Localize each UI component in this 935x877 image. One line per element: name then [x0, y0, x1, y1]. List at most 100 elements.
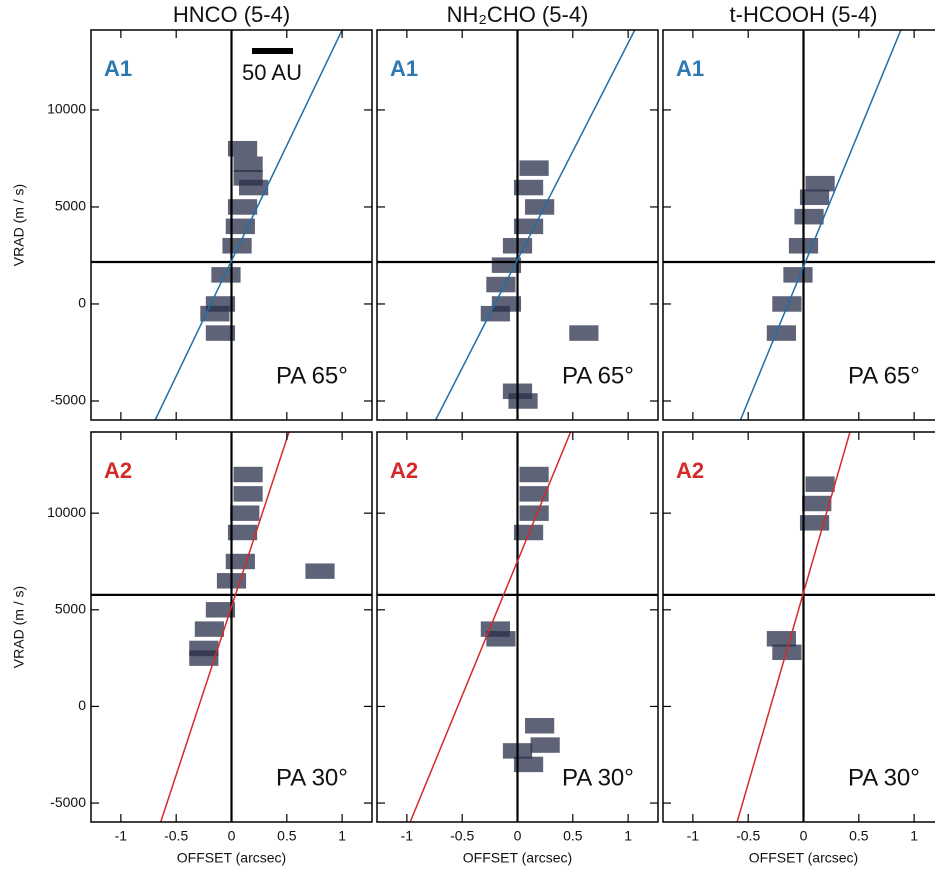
y-tick-label: 0: [78, 697, 86, 713]
emission: [519, 505, 549, 521]
fit-line: [154, 30, 343, 420]
emission: [189, 650, 219, 666]
position-angle: PA 30°: [848, 764, 920, 791]
panel-frame: [662, 29, 935, 421]
x-axis-label: OFFSET (arcsec): [177, 850, 286, 866]
emission: [525, 718, 555, 734]
y-tick-label: -5000: [50, 392, 86, 408]
panel-label: A1: [676, 56, 704, 81]
x-tick-label: 0.5: [277, 828, 297, 844]
emission: [486, 276, 516, 293]
emission: [205, 602, 236, 618]
panel: [91, 30, 372, 420]
panel-title: t-HCOOH (5-4): [730, 2, 878, 27]
scale-bar-label: 50 AU: [242, 60, 302, 85]
panel: [91, 432, 372, 822]
panel-label: A2: [390, 458, 418, 483]
emission: [525, 199, 555, 215]
emission: [305, 563, 335, 579]
panel: [663, 432, 935, 822]
panel-label: A1: [390, 56, 418, 81]
emission: [230, 505, 260, 521]
y-tick-label: 10000: [47, 101, 86, 117]
x-tick-label: 1: [910, 828, 918, 844]
position-angle: PA 65°: [562, 362, 634, 389]
x-tick-label: 0.5: [563, 828, 583, 844]
emission: [225, 553, 255, 570]
position-angle: PA 30°: [276, 764, 348, 791]
panel-frame: [90, 431, 373, 823]
position-angle: PA 30°: [562, 764, 634, 791]
x-tick-label: -0.5: [736, 828, 760, 844]
panel-frame: [376, 431, 659, 823]
position-angle: PA 65°: [848, 362, 920, 389]
emission: [569, 325, 599, 341]
panel: [663, 30, 935, 420]
y-tick-label: 5000: [55, 601, 86, 617]
x-tick-label: -1: [115, 828, 128, 844]
panel-frame: [90, 29, 373, 421]
x-tick-label: 0.5: [849, 828, 869, 844]
panel-label: A2: [104, 458, 132, 483]
x-tick-label: 1: [624, 828, 632, 844]
emission: [766, 325, 796, 341]
emission: [519, 466, 549, 483]
y-axis-label: VRAD (m / s): [11, 586, 27, 668]
emission: [513, 756, 544, 773]
x-tick-label: -1: [687, 828, 700, 844]
panel-label: A1: [104, 56, 132, 81]
emission: [802, 495, 832, 512]
y-tick-label: 0: [78, 295, 86, 311]
y-axis-label: VRAD (m / s): [11, 184, 27, 266]
position-angle: PA 65°: [276, 362, 348, 389]
fit-line: [739, 30, 902, 420]
panel-title: NH₂CHO (5-4): [447, 2, 589, 27]
emission: [799, 189, 830, 206]
emission: [794, 208, 824, 225]
panel-label: A2: [676, 458, 704, 483]
emission: [200, 305, 230, 322]
x-axis-label: OFFSET (arcsec): [749, 850, 858, 866]
emission: [233, 486, 263, 502]
emission: [783, 267, 813, 283]
y-tick-label: -5000: [50, 794, 86, 810]
emission: [227, 524, 258, 541]
fit-line: [434, 30, 636, 420]
x-tick-label: -0.5: [450, 828, 474, 844]
x-tick-label: -1: [401, 828, 414, 844]
emission: [508, 393, 538, 409]
panel: [377, 30, 658, 420]
emission: [519, 486, 549, 502]
x-tick-label: 0: [800, 828, 808, 844]
emission: [513, 179, 544, 196]
x-tick-label: 1: [338, 828, 346, 844]
x-tick-label: -0.5: [164, 828, 188, 844]
fit-line: [159, 432, 290, 822]
emission: [194, 621, 224, 637]
emission: [239, 179, 269, 196]
emission: [205, 325, 236, 341]
emission: [805, 476, 835, 492]
emission: [530, 737, 560, 753]
emission: [480, 305, 510, 322]
emission: [225, 218, 255, 235]
panel-frame: [662, 431, 935, 823]
emission: [772, 296, 802, 312]
scale-bar: [252, 48, 293, 54]
fit-line: [736, 432, 851, 822]
fit-line: [409, 432, 572, 822]
emission: [486, 631, 516, 647]
emission: [227, 140, 258, 157]
emission: [222, 238, 252, 254]
x-tick-label: 0: [228, 828, 236, 844]
panel-frame: [376, 29, 659, 421]
panel-title: HNCO (5-4): [173, 2, 290, 27]
emission: [519, 160, 549, 176]
panel: [377, 432, 658, 822]
emission: [805, 175, 835, 192]
y-tick-label: 5000: [55, 198, 86, 214]
x-tick-label: 0: [514, 828, 522, 844]
y-tick-label: 10000: [47, 504, 86, 520]
